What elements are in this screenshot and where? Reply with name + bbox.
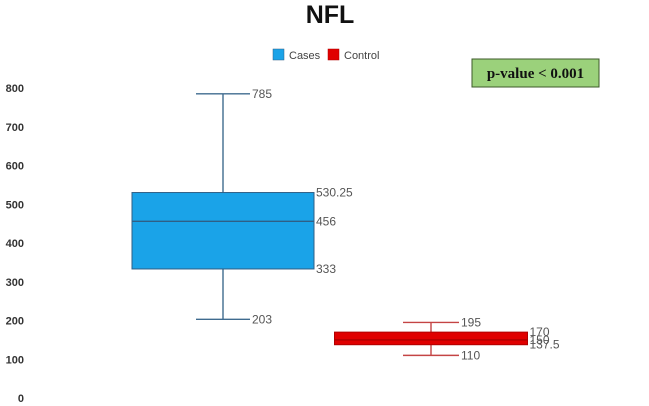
y-tick-label: 200 [6, 316, 24, 328]
box-cases: 785 530.25 456 333 203 [131, 87, 353, 326]
legend: Cases Control [272, 48, 379, 62]
y-tick-label: 500 [6, 199, 24, 211]
y-tick-label: 600 [6, 161, 24, 173]
label-q3: 530.25 [316, 186, 353, 200]
label-median: 150 [530, 333, 550, 347]
label-q1: 137.5 [530, 338, 560, 352]
legend-label-control: Control [344, 50, 379, 62]
label-q3: 170 [530, 325, 550, 339]
y-tick-label: 300 [6, 277, 24, 289]
p-value-box [471, 58, 600, 88]
label-max: 785 [252, 87, 272, 101]
label-q1: 333 [316, 262, 336, 276]
y-tick-label: 700 [6, 122, 24, 134]
y-axis: 0 100 200 300 400 500 600 700 800 [6, 83, 24, 405]
iqr-box [334, 331, 528, 346]
y-tick-label: 400 [6, 238, 24, 250]
label-median: 456 [316, 214, 336, 228]
iqr-box [131, 192, 315, 270]
legend-label-cases: Cases [289, 50, 321, 62]
p-value-text: p-value < 0.001 [487, 66, 584, 82]
label-min: 110 [461, 348, 480, 362]
label-min: 203 [252, 312, 272, 326]
legend-swatch-control [327, 48, 340, 61]
y-tick-label: 800 [6, 83, 24, 95]
p-value-annotation: p-value < 0.001 [471, 58, 600, 88]
chart-title: NFL [306, 1, 355, 29]
y-tick-label: 100 [6, 354, 24, 366]
label-max: 195 [461, 315, 481, 329]
legend-swatch-cases [272, 48, 285, 61]
y-tick-label: 0 [18, 393, 24, 405]
